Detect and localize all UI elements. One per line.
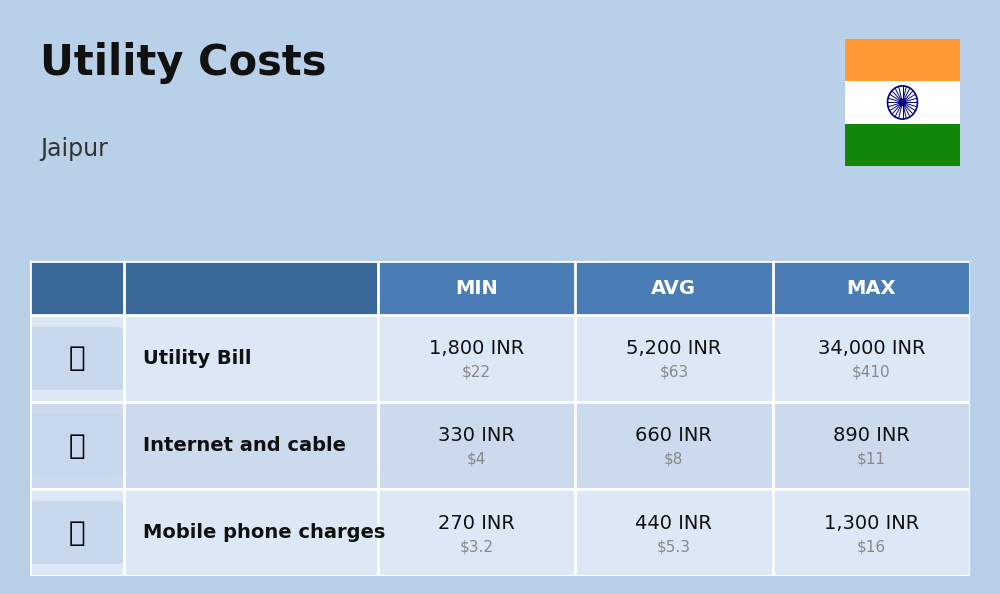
Text: MAX: MAX <box>847 279 896 298</box>
Circle shape <box>900 99 905 106</box>
FancyBboxPatch shape <box>30 315 970 402</box>
Text: 📶: 📶 <box>69 431 85 460</box>
Text: $22: $22 <box>462 365 491 380</box>
FancyBboxPatch shape <box>30 402 970 489</box>
Text: Mobile phone charges: Mobile phone charges <box>143 523 385 542</box>
Text: AVG: AVG <box>651 279 696 298</box>
Text: Internet and cable: Internet and cable <box>143 436 346 455</box>
Text: $16: $16 <box>857 539 886 554</box>
Text: $8: $8 <box>664 452 684 467</box>
Text: 660 INR: 660 INR <box>635 426 712 446</box>
Text: $4: $4 <box>467 452 486 467</box>
Text: 34,000 INR: 34,000 INR <box>818 339 925 358</box>
FancyBboxPatch shape <box>30 261 378 315</box>
Text: $410: $410 <box>852 365 891 380</box>
Text: $5.3: $5.3 <box>657 539 691 554</box>
Text: 440 INR: 440 INR <box>635 514 712 533</box>
Text: 🔌: 🔌 <box>69 345 85 372</box>
Text: 📱: 📱 <box>69 519 85 546</box>
Text: MIN: MIN <box>455 279 498 298</box>
Text: 5,200 INR: 5,200 INR <box>626 339 722 358</box>
Text: $63: $63 <box>659 365 689 380</box>
FancyBboxPatch shape <box>25 501 124 564</box>
FancyBboxPatch shape <box>845 81 960 124</box>
Text: 890 INR: 890 INR <box>833 426 910 446</box>
Text: Utility Bill: Utility Bill <box>143 349 251 368</box>
FancyBboxPatch shape <box>25 327 124 390</box>
FancyBboxPatch shape <box>30 489 970 576</box>
FancyBboxPatch shape <box>25 414 124 477</box>
Text: 1,300 INR: 1,300 INR <box>824 514 919 533</box>
Text: $3.2: $3.2 <box>460 539 494 554</box>
Text: 330 INR: 330 INR <box>438 426 515 446</box>
Text: Utility Costs: Utility Costs <box>40 42 326 84</box>
Text: $11: $11 <box>857 452 886 467</box>
FancyBboxPatch shape <box>30 261 970 315</box>
Text: Jaipur: Jaipur <box>40 137 108 160</box>
FancyBboxPatch shape <box>845 124 960 166</box>
Text: 1,800 INR: 1,800 INR <box>429 339 524 358</box>
Text: 270 INR: 270 INR <box>438 514 515 533</box>
FancyBboxPatch shape <box>845 39 960 81</box>
